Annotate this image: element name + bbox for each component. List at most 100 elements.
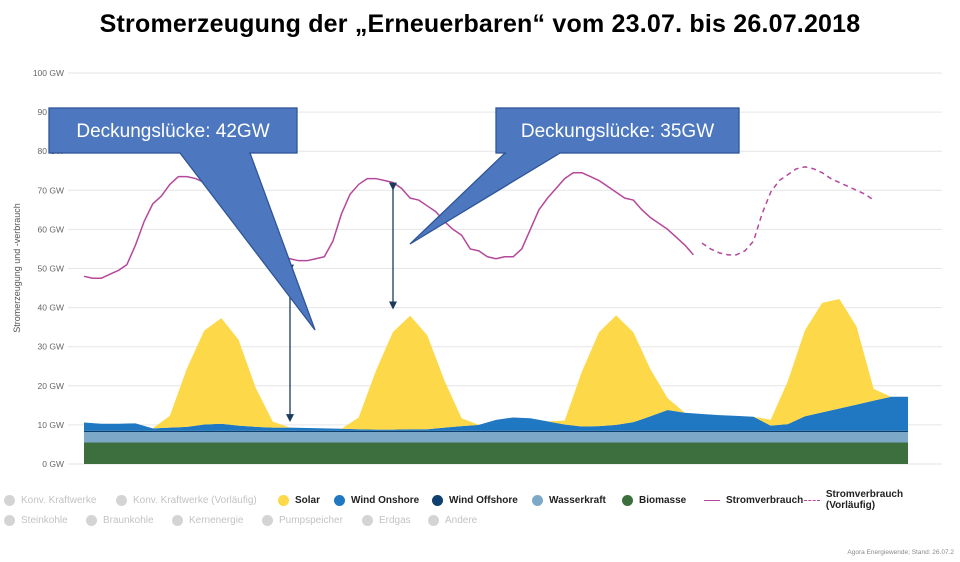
area-biomasse — [84, 442, 908, 464]
legend-item[interactable]: Konv. Kraftwerke — [4, 492, 96, 508]
legend-item[interactable]: Andere — [428, 512, 477, 528]
legend-label: Biomasse — [639, 494, 687, 506]
x-tick-label: 12:00 — [794, 469, 816, 470]
legend-label: Stromverbrauch (Vorläufig) — [825, 489, 904, 511]
callout-join — [181, 151, 249, 154]
legend-label: Pumpspeicher — [279, 514, 343, 526]
legend-label: Solar — [295, 494, 321, 506]
legend-item[interactable]: Pumpspeicher — [262, 512, 343, 528]
y-tick-label: 10 GW — [38, 420, 64, 430]
legend-label: Konv. Kraftwerke — [21, 494, 97, 506]
legend-dot-icon — [4, 494, 15, 506]
x-tick-label: 25. Juli — [483, 469, 510, 470]
legend-dot-icon — [278, 494, 289, 506]
x-tick-label: 04:00 — [314, 469, 336, 470]
x-tick-label: 08:00 — [760, 469, 782, 470]
chart-title: Stromerzeugung der „Erneuerbaren“ vom 23… — [99, 10, 861, 38]
legend-label: Andere — [445, 514, 478, 526]
legend-line-icon — [704, 499, 720, 501]
y-tick-label: 30 GW — [38, 342, 64, 352]
y-tick-label: 100 GW — [33, 68, 64, 78]
area-wasserkraft — [84, 431, 908, 443]
legend-row-1: Konv. Kraftwerke Konv. Kraftwerke (Vorläu… — [4, 489, 954, 511]
legend-item[interactable]: Stromverbrauch (Vorläufig) — [804, 489, 954, 511]
callout-label: Deckungslücke: 42GW — [76, 121, 269, 142]
legend-label: Wind Offshore — [449, 494, 518, 506]
x-tick-label: 20:00 — [451, 469, 473, 470]
legend-dot-icon — [432, 494, 443, 506]
x-tick-label: 26. Juli — [689, 469, 716, 470]
x-tick-label: 08:00 — [554, 469, 576, 470]
legend-item[interactable]: Steinkohle — [4, 512, 68, 528]
legend-dot-icon — [86, 514, 97, 526]
legend-item[interactable]: Wind Onshore — [334, 492, 419, 508]
x-tick-label: 12:00 — [176, 469, 198, 470]
legend-item[interactable]: Kernenergie — [172, 512, 243, 528]
x-tick-label: 20:00 — [863, 469, 885, 470]
x-tick-label: 12:00 — [382, 469, 404, 470]
legend-dot-icon — [362, 514, 373, 526]
callout-join — [506, 151, 559, 154]
legend-row-2: Steinkohle Braunkohle Kernenergie Pumpspeic… — [4, 512, 954, 528]
legend-dot-icon — [172, 514, 183, 526]
callout-pointer — [178, 152, 316, 331]
consumption-prelim-line — [701, 166, 875, 256]
legend-label: Braunkohle — [103, 514, 154, 526]
legend-dot-icon — [622, 494, 633, 506]
area-solar — [84, 298, 908, 430]
x-tick-label: 08:00 — [348, 469, 370, 470]
x-tick-label: 04:00 — [520, 469, 542, 470]
legend-dot-icon — [116, 494, 127, 506]
y-tick-label: 20 GW — [38, 381, 64, 391]
x-tick-label: 23. Juli — [71, 469, 98, 470]
legend-item[interactable]: Konv. Kraftwerke (Vorläufig) — [116, 492, 257, 508]
x-tick-label: 16:00 — [829, 469, 851, 470]
legend-item[interactable]: Solar — [278, 492, 320, 508]
legend-item[interactable]: Wasserkraft — [532, 492, 606, 508]
x-tick-label: 16:00 — [417, 469, 439, 470]
x-tick-label: 16:00 — [211, 469, 233, 470]
callout-box — [48, 107, 298, 154]
x-tick-label: 24. Juli — [277, 469, 304, 470]
legend-label: Kernenergie — [189, 514, 244, 526]
area-wind-offshore — [84, 430, 908, 432]
x-tick-label: 08:00 — [142, 469, 164, 470]
y-tick-label: 0 GW — [42, 459, 64, 469]
legend-label: Wasserkraft — [549, 494, 606, 506]
y-tick-label: 50 GW — [38, 264, 64, 274]
legend-dot-icon — [428, 514, 439, 526]
consumption-line — [83, 171, 694, 280]
callout-box — [495, 107, 740, 154]
x-tick-label: 20:00 — [657, 469, 679, 470]
legend-dot-icon — [334, 494, 345, 506]
legend-dot-icon — [4, 514, 15, 526]
y-tick-label: 70 GW — [38, 185, 64, 195]
callouts: Deckungslücke: 42GW Deckungslücke: 35GW — [48, 107, 740, 423]
legend-label: Erdgas — [379, 514, 411, 526]
x-tick-label: 04:00 — [726, 469, 748, 470]
x-tick-label: 16:00 — [623, 469, 645, 470]
x-tick-label: 04:00 — [108, 469, 130, 470]
legend-item[interactable]: Wind Offshore — [432, 492, 518, 508]
legend-label: Stromverbrauch — [726, 494, 804, 506]
x-tick-label: 12:00 — [588, 469, 610, 470]
y-tick-label: 60 GW — [38, 224, 64, 234]
callout-label: Deckungslücke: 35GW — [521, 121, 714, 142]
x-tick-label: 20:00 — [245, 469, 267, 470]
legend-item[interactable]: Biomasse — [622, 492, 686, 508]
legend-item[interactable]: Braunkohle — [86, 512, 154, 528]
area-wind-onshore — [84, 396, 908, 431]
legend-label: Konv. Kraftwerke (Vorläufig) — [133, 494, 257, 506]
consumption-lines — [83, 166, 875, 280]
x-axis-ticks: 23. Juli 04:00 08:00 12:00 16:00 20:00 24. Jul… — [71, 469, 885, 470]
y-axis-label: Stromerzeugung und -verbrauch — [12, 203, 22, 333]
stacked-areas — [84, 298, 908, 464]
legend-dot-icon — [262, 514, 273, 526]
legend-item[interactable]: Erdgas — [362, 512, 411, 528]
y-tick-label: 40 GW — [38, 303, 64, 313]
legend-label: Steinkohle — [21, 514, 68, 526]
legend-item[interactable]: Stromverbrauch — [704, 492, 803, 508]
legend-line-icon — [804, 499, 820, 501]
source-note: Agora Energiewende; Stand: 26.07.2 — [847, 549, 954, 556]
